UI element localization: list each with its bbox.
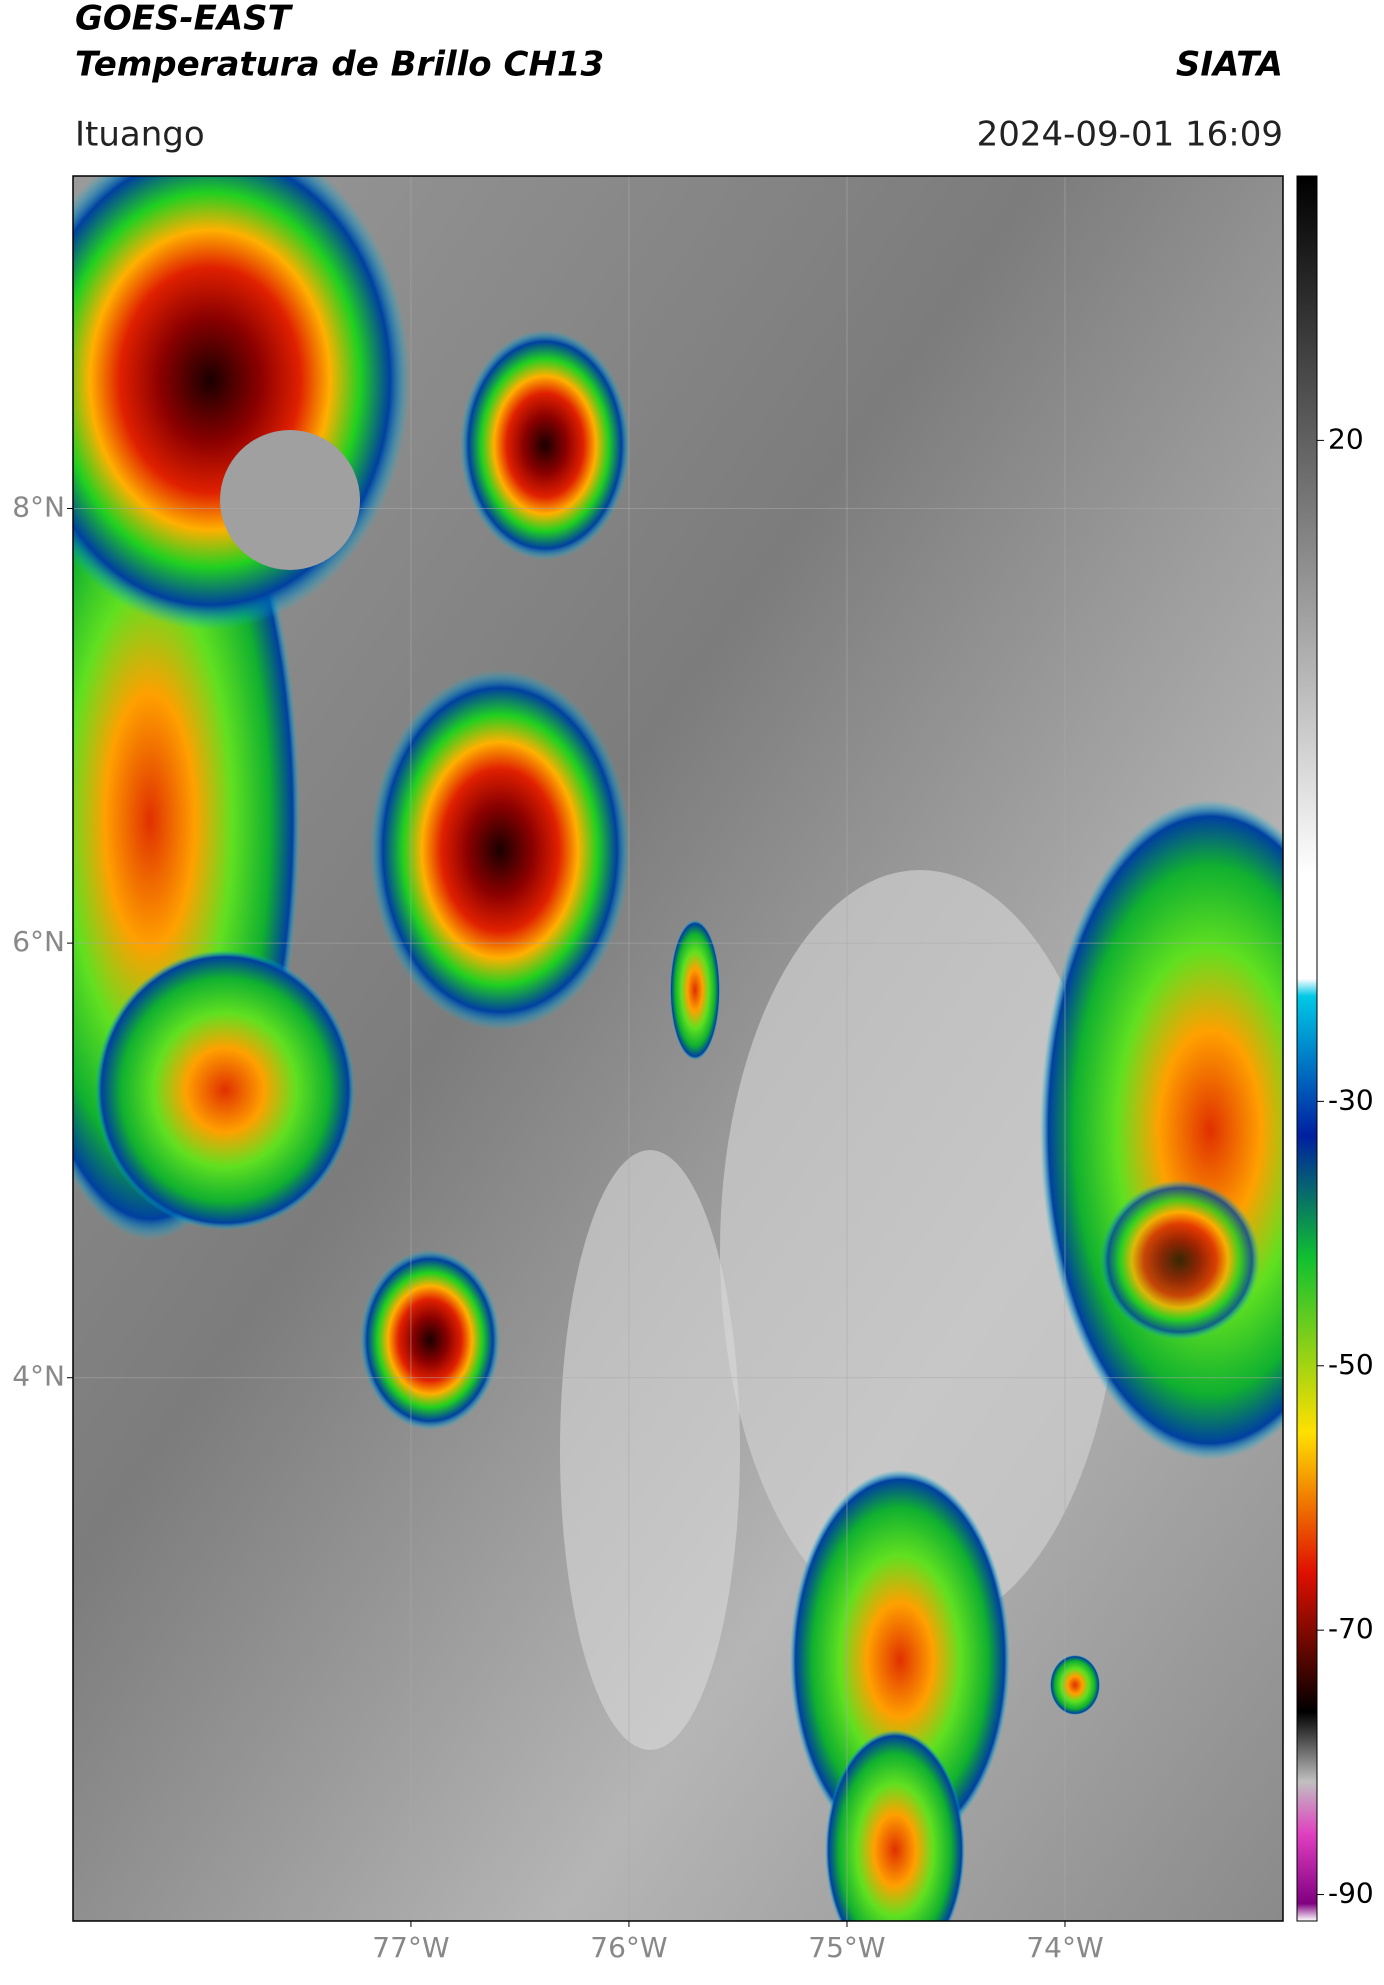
ticks: 8°N 6°N 4°N 77°W 76°W 75°W 74°W 20 -30 -50 -70 -90 bbox=[12, 422, 1374, 1964]
lat-tick-label: 8°N bbox=[12, 490, 65, 523]
colorbar-tick-label: -90 bbox=[1328, 1877, 1374, 1910]
title: GOES-EAST bbox=[75, 0, 294, 39]
lat-tick-label: 6°N bbox=[12, 925, 65, 958]
lat-tick-label: 4°N bbox=[12, 1360, 65, 1393]
colorbar bbox=[1296, 175, 1318, 1922]
lon-tick-label: 74°W bbox=[1026, 1931, 1103, 1964]
map-frame bbox=[72, 175, 1284, 1922]
subtitle: Temperatura de Brillo CH13 bbox=[75, 45, 604, 85]
lon-tick-label: 77°W bbox=[372, 1931, 449, 1964]
map-image bbox=[73, 176, 1283, 1921]
location: Ituango bbox=[75, 115, 205, 155]
lon-tick-label: 75°W bbox=[808, 1931, 885, 1964]
source: SIATA bbox=[1176, 45, 1283, 85]
colorbar-tick-label: -50 bbox=[1328, 1348, 1374, 1381]
lon-tick-label: 76°W bbox=[590, 1931, 667, 1964]
colorbar-tick-label: 20 bbox=[1328, 422, 1364, 455]
graticule bbox=[73, 176, 1283, 1921]
datetime: 2024-09-01 16:09 bbox=[977, 115, 1283, 155]
colorbar-tick-label: -70 bbox=[1328, 1612, 1374, 1645]
colorbar-tick-label: -30 bbox=[1328, 1083, 1374, 1116]
